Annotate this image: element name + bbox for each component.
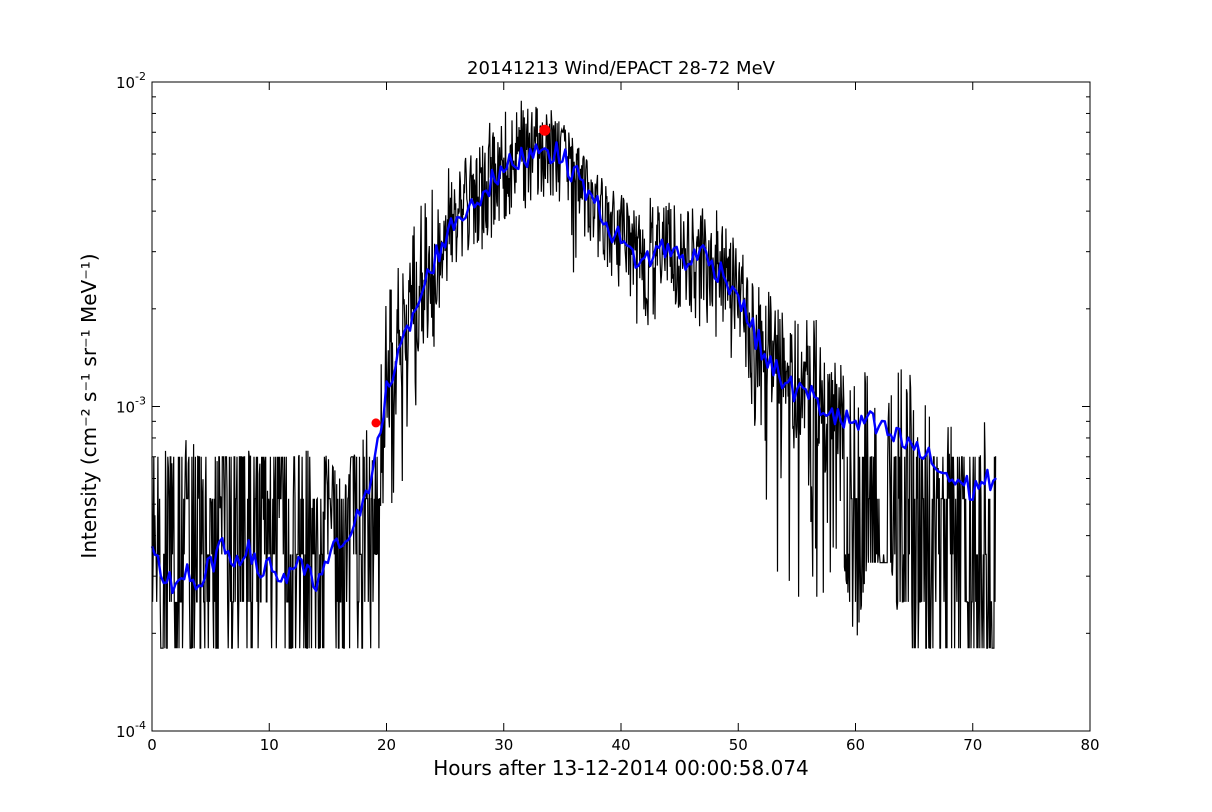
- x-tick-label: 60: [846, 736, 865, 754]
- x-tick-label: 40: [611, 736, 630, 754]
- markers: [371, 124, 551, 428]
- x-tick-label: 70: [963, 736, 982, 754]
- chart-title: 20141213 Wind/EPACT 28-72 MeV: [467, 58, 776, 79]
- plot-frame: [151, 81, 1091, 732]
- x-tick-label: 80: [1080, 736, 1099, 754]
- marker-2: [539, 124, 551, 136]
- x-tick-label: 10: [260, 736, 279, 754]
- x-tick-label: 0: [147, 736, 157, 754]
- raw-intensity-series: [151, 100, 997, 649]
- y-tick-label: 10-3: [116, 395, 146, 417]
- marker-1: [371, 418, 381, 428]
- x-tick-label: 50: [729, 736, 748, 754]
- x-tick-label: 20: [377, 736, 396, 754]
- x-axis-title: Hours after 13-12-2014 00:00:58.074: [433, 756, 809, 780]
- axis-ticks: 0 10 20 30 40 50 60 70 80 10-4 10-3 10-2: [116, 70, 1100, 754]
- y-tick-label: 10-4: [116, 719, 146, 741]
- y-axis-title: Intensity (cm⁻² s⁻¹ sr⁻¹ MeV⁻¹): [77, 253, 101, 558]
- y-tick-label: 10-2: [116, 70, 146, 92]
- x-tick-label: 30: [494, 736, 513, 754]
- plot-area: [150, 100, 997, 649]
- smoothed-intensity-series: [150, 141, 997, 595]
